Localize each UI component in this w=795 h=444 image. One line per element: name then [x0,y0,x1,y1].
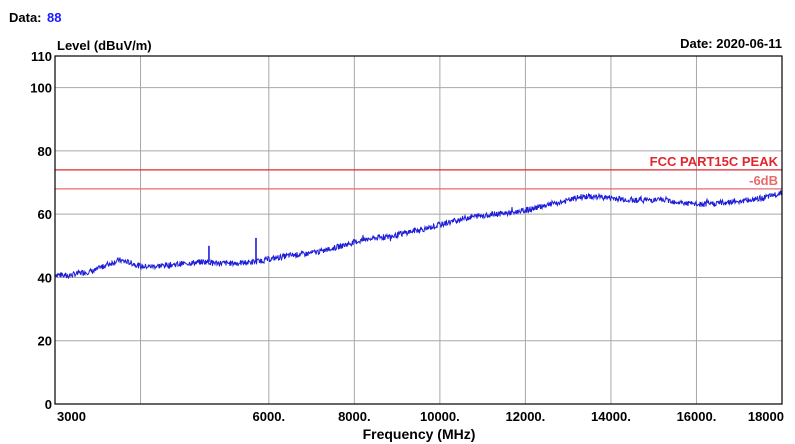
limit-line-label: FCC PART15C PEAK [650,154,779,169]
x-tick-label: 3000 [57,409,86,424]
grid-layer [54,56,783,404]
trace-layer [54,189,783,280]
y-tick-label: 60 [38,207,52,222]
x-tick-label: 8000. [338,409,371,424]
y-tick-label: 110 [31,49,52,64]
measurement-trace [54,189,783,280]
limit-layer: FCC PART15C PEAK -6dB [55,154,782,190]
limit-line-label: -6dB [749,173,778,188]
data-value: 88 [47,10,61,25]
x-axis-title: Frequency (MHz) [363,426,476,442]
tick-layer: 0 20 40 60 80 100 110 3000 6000. 8000. 10000. 12000… [30,49,784,424]
x-tick-label: 6000. [253,409,286,424]
x-tick-label: 14000. [591,409,631,424]
y-tick-label: 80 [38,144,52,159]
y-tick-label: 100 [30,81,52,96]
level-axis-title: Level (dBuV/m) [57,38,152,53]
y-tick-label: 20 [38,334,52,349]
y-tick-label: 40 [38,270,52,285]
date-label: Date: 2020-06-11 [680,36,782,51]
data-label: Data: [9,10,42,25]
x-tick-label: 16000. [677,409,717,424]
y-tick-label: 0 [45,397,52,412]
plot-frame [54,55,783,405]
x-tick-label: 12000. [506,409,546,424]
x-tick-label: 10000. [420,409,460,424]
x-tick-label: 18000 [748,409,784,424]
